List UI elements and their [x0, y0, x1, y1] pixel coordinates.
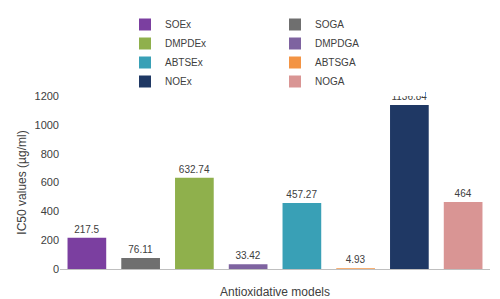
svg-text:1000: 1000	[35, 119, 59, 131]
svg-text:464: 464	[455, 188, 472, 199]
svg-text:33.42: 33.42	[235, 250, 260, 261]
svg-text:NOEx: NOEx	[165, 76, 192, 87]
svg-text:600: 600	[41, 176, 59, 188]
svg-text:200: 200	[41, 234, 59, 246]
svg-text:NOGA: NOGA	[315, 76, 345, 87]
svg-text:1200: 1200	[35, 90, 59, 102]
svg-text:1136.84: 1136.84	[391, 91, 427, 103]
svg-text:4.93: 4.93	[346, 254, 366, 265]
svg-text:DMPDEx: DMPDEx	[165, 38, 206, 49]
svg-text:76.11: 76.11	[128, 244, 153, 255]
svg-text:457.27: 457.27	[286, 189, 317, 200]
svg-text:ABTSEx: ABTSEx	[165, 57, 203, 68]
svg-text:217.5: 217.5	[74, 224, 99, 235]
svg-text:IC50 values (µg/ml): IC50 values (µg/ml)	[15, 130, 29, 234]
svg-text:0: 0	[53, 263, 59, 275]
svg-text:SOEx: SOEx	[165, 19, 191, 30]
svg-text:DMPDGA: DMPDGA	[315, 38, 359, 49]
svg-text:Antioxidative models: Antioxidative models	[220, 285, 330, 299]
svg-text:400: 400	[41, 205, 59, 217]
svg-text:800: 800	[41, 148, 59, 160]
svg-text:632.74: 632.74	[179, 164, 210, 175]
svg-text:ABTSGA: ABTSGA	[315, 57, 356, 68]
svg-text:SOGA: SOGA	[315, 19, 344, 30]
